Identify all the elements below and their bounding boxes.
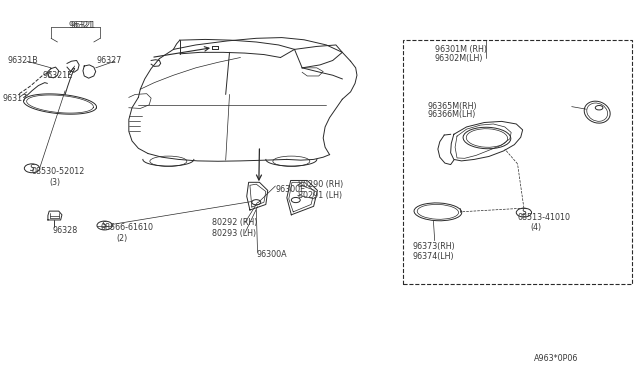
Text: 96327: 96327 xyxy=(97,56,122,65)
Text: 96366M(LH): 96366M(LH) xyxy=(427,110,476,119)
Text: (2): (2) xyxy=(116,234,127,243)
Text: 96300E: 96300E xyxy=(275,185,305,194)
Text: 96374(LH): 96374(LH) xyxy=(412,251,454,261)
Text: 96302M(LH): 96302M(LH) xyxy=(435,54,483,63)
Text: 96328: 96328 xyxy=(52,226,77,235)
Text: S: S xyxy=(29,164,35,173)
Text: S: S xyxy=(102,221,107,230)
Bar xyxy=(403,40,632,284)
Text: 96321B: 96321B xyxy=(8,56,38,65)
Text: 96317: 96317 xyxy=(3,94,28,103)
Text: 96321: 96321 xyxy=(70,21,95,30)
Text: (4): (4) xyxy=(531,223,541,232)
Text: 96301M (RH): 96301M (RH) xyxy=(435,45,486,54)
Text: S: S xyxy=(522,208,526,217)
Text: A963*0P06: A963*0P06 xyxy=(534,354,578,363)
Text: 96373(RH): 96373(RH) xyxy=(412,243,455,251)
Text: 08566-61610: 08566-61610 xyxy=(100,223,153,232)
Text: 80292 (RH): 80292 (RH) xyxy=(212,218,257,227)
Text: (3): (3) xyxy=(49,178,60,187)
Text: 96321: 96321 xyxy=(68,21,93,30)
Text: 80290 (RH): 80290 (RH) xyxy=(298,180,343,189)
Text: 08530-52012: 08530-52012 xyxy=(32,167,85,176)
Text: 80293 (LH): 80293 (LH) xyxy=(212,229,256,238)
Text: 96300A: 96300A xyxy=(256,250,287,259)
Text: 96365M(RH): 96365M(RH) xyxy=(427,102,477,111)
Text: 08513-41010: 08513-41010 xyxy=(518,213,570,222)
Text: 96321E: 96321E xyxy=(43,71,73,80)
Text: 80291 (LH): 80291 (LH) xyxy=(298,191,342,200)
